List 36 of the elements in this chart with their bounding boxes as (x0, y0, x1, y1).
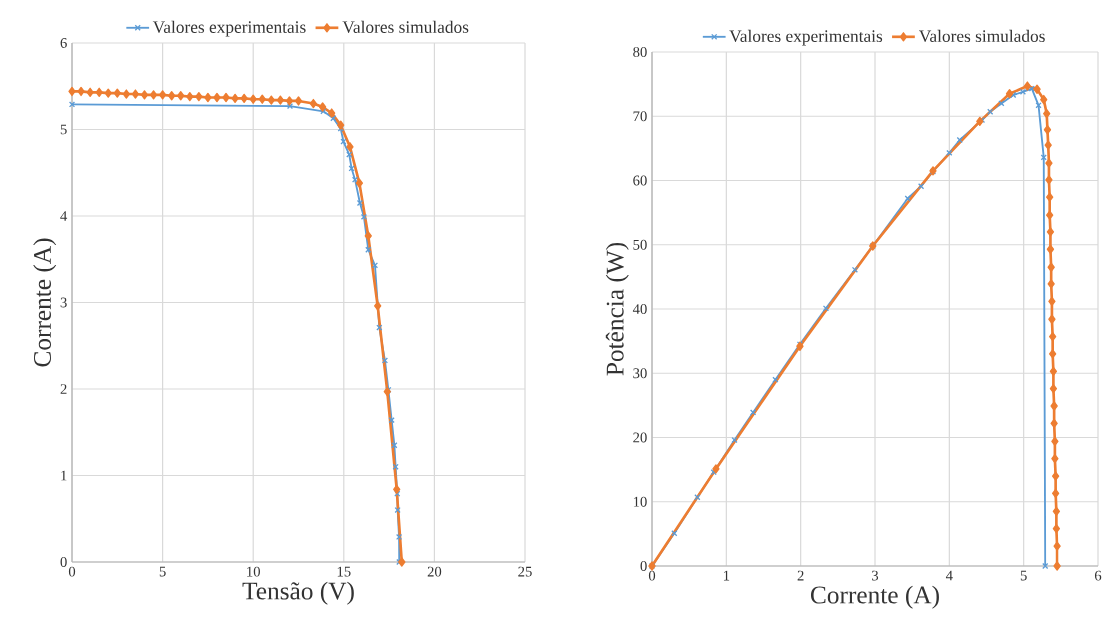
y-tick-label: 70 (633, 111, 647, 122)
legend-label: Valores simulados (919, 29, 1045, 43)
y-tick-label: 2 (60, 384, 67, 394)
x-tick-label: 4 (945, 570, 953, 581)
y-tick-label: 50 (633, 239, 647, 250)
x-tick-label: 0 (648, 570, 656, 581)
y-axis-title: Corrente (A) (33, 238, 57, 367)
y-tick-label: 5 (60, 124, 67, 135)
x-tick-label: 10 (247, 566, 260, 577)
x-tick-label: 1 (723, 570, 730, 581)
x-axis-title: Corrente (A) (810, 585, 939, 609)
y-tick-label: 1 (61, 470, 67, 481)
y-tick-label: 30 (633, 368, 647, 379)
x-tick-label: 6 (1094, 570, 1102, 581)
legend-label: Valores experimentais (152, 20, 306, 37)
y-tick-label: 60 (633, 175, 647, 186)
legend-label: Valores experimentais (729, 29, 883, 46)
legend-label: Valores simulados (342, 20, 469, 34)
x-axis-title: Tensão (V) (242, 581, 354, 605)
y-tick-label: 40 (632, 304, 647, 314)
x-tick-label: 5 (159, 566, 166, 577)
y-tick-label: 0 (60, 557, 67, 567)
y-tick-label: 10 (633, 496, 647, 507)
x-tick-label: 5 (1020, 570, 1027, 581)
x-tick-label: 20 (427, 566, 442, 577)
y-tick-label: 6 (60, 38, 67, 48)
x-tick-label: 2 (797, 570, 804, 581)
y-tick-label: 3 (60, 297, 67, 308)
x-tick-label: 0 (68, 566, 76, 577)
x-tick-label: 25 (518, 566, 532, 577)
y-tick-label: 20 (633, 432, 647, 443)
y-tick-label: 80 (633, 47, 647, 57)
x-tick-label: 15 (337, 566, 351, 577)
y-axis-title: Potência (W) (605, 242, 629, 376)
x-tick-label: 3 (872, 570, 879, 581)
y-tick-label: 4 (60, 211, 68, 221)
